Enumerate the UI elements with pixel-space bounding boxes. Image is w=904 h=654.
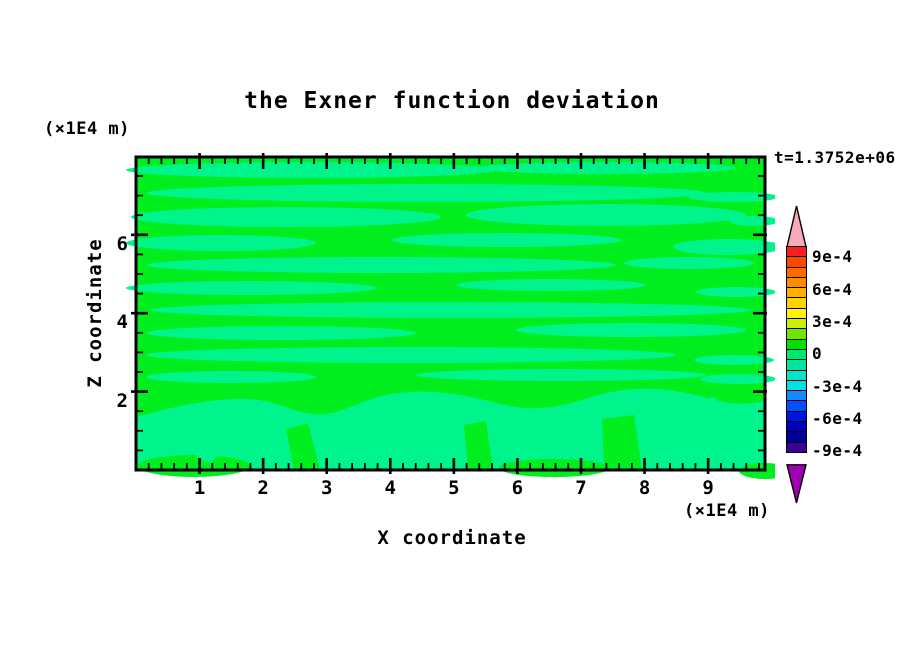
x-tick-label: 3 (320, 477, 333, 499)
colorbar-label: 0 (812, 344, 823, 364)
x-tick-label: 1 (193, 477, 206, 499)
z-axis-unit-label: (×1E4 m) (44, 119, 130, 139)
colorbar-cell (787, 390, 806, 401)
colorbar-cells (786, 246, 807, 453)
x-axis-unit-label: (×1E4 m) (684, 501, 770, 521)
colorbar-cell (787, 307, 806, 319)
colorbar-label: -9e-4 (812, 441, 863, 461)
colorbar-under-arrow (786, 464, 807, 504)
page-title: the Exner function deviation (244, 88, 660, 114)
colorbar-cell (787, 287, 806, 298)
colorbar-cell (787, 338, 806, 349)
colorbar-label: 6e-4 (812, 279, 853, 299)
colorbar-cell (787, 328, 806, 339)
x-tick-label: 6 (511, 477, 524, 499)
x-tick-label: 8 (638, 477, 651, 499)
colorbar-cell (787, 400, 806, 411)
colorbar-label: 9e-4 (812, 247, 853, 267)
z-tick-label: 6 (116, 232, 128, 255)
colorbar-label: -6e-4 (812, 408, 863, 428)
colorbar-label: 3e-4 (812, 311, 853, 331)
x-tick-label: 4 (384, 477, 396, 499)
colorbar-label: -3e-4 (812, 376, 863, 396)
colorbar-cell (787, 276, 806, 288)
colorbar-cell (787, 359, 806, 370)
x-tick-label: 5 (448, 477, 460, 499)
colorbar-cell (787, 410, 806, 422)
colorbar-cell (787, 318, 806, 329)
colorbar-cell (787, 266, 806, 277)
x-tick-label: 7 (575, 477, 587, 499)
x-tick-label: 9 (702, 477, 714, 499)
colorbar-cell (787, 256, 806, 267)
time-annotation: t=1.3752e+06 (774, 148, 896, 167)
colorbar-cell (787, 247, 806, 257)
colorbar-cell (787, 379, 806, 391)
colorbar-cell (787, 297, 806, 308)
colorbar-over-arrow (786, 205, 807, 247)
x-tick-label: 2 (257, 477, 269, 499)
z-axis-title: Z coordinate (84, 238, 106, 388)
colorbar-cell (787, 348, 806, 360)
plot-frame (134, 155, 767, 472)
colorbar-cell (787, 441, 806, 452)
colorbar-cell (787, 369, 806, 380)
colorbar-cell (787, 431, 806, 442)
z-tick-label: 2 (116, 389, 128, 412)
colorbar-cell (787, 421, 806, 432)
z-tick-label: 4 (116, 311, 128, 334)
contour-plot (126, 153, 775, 479)
x-axis-title: X coordinate (377, 527, 527, 549)
